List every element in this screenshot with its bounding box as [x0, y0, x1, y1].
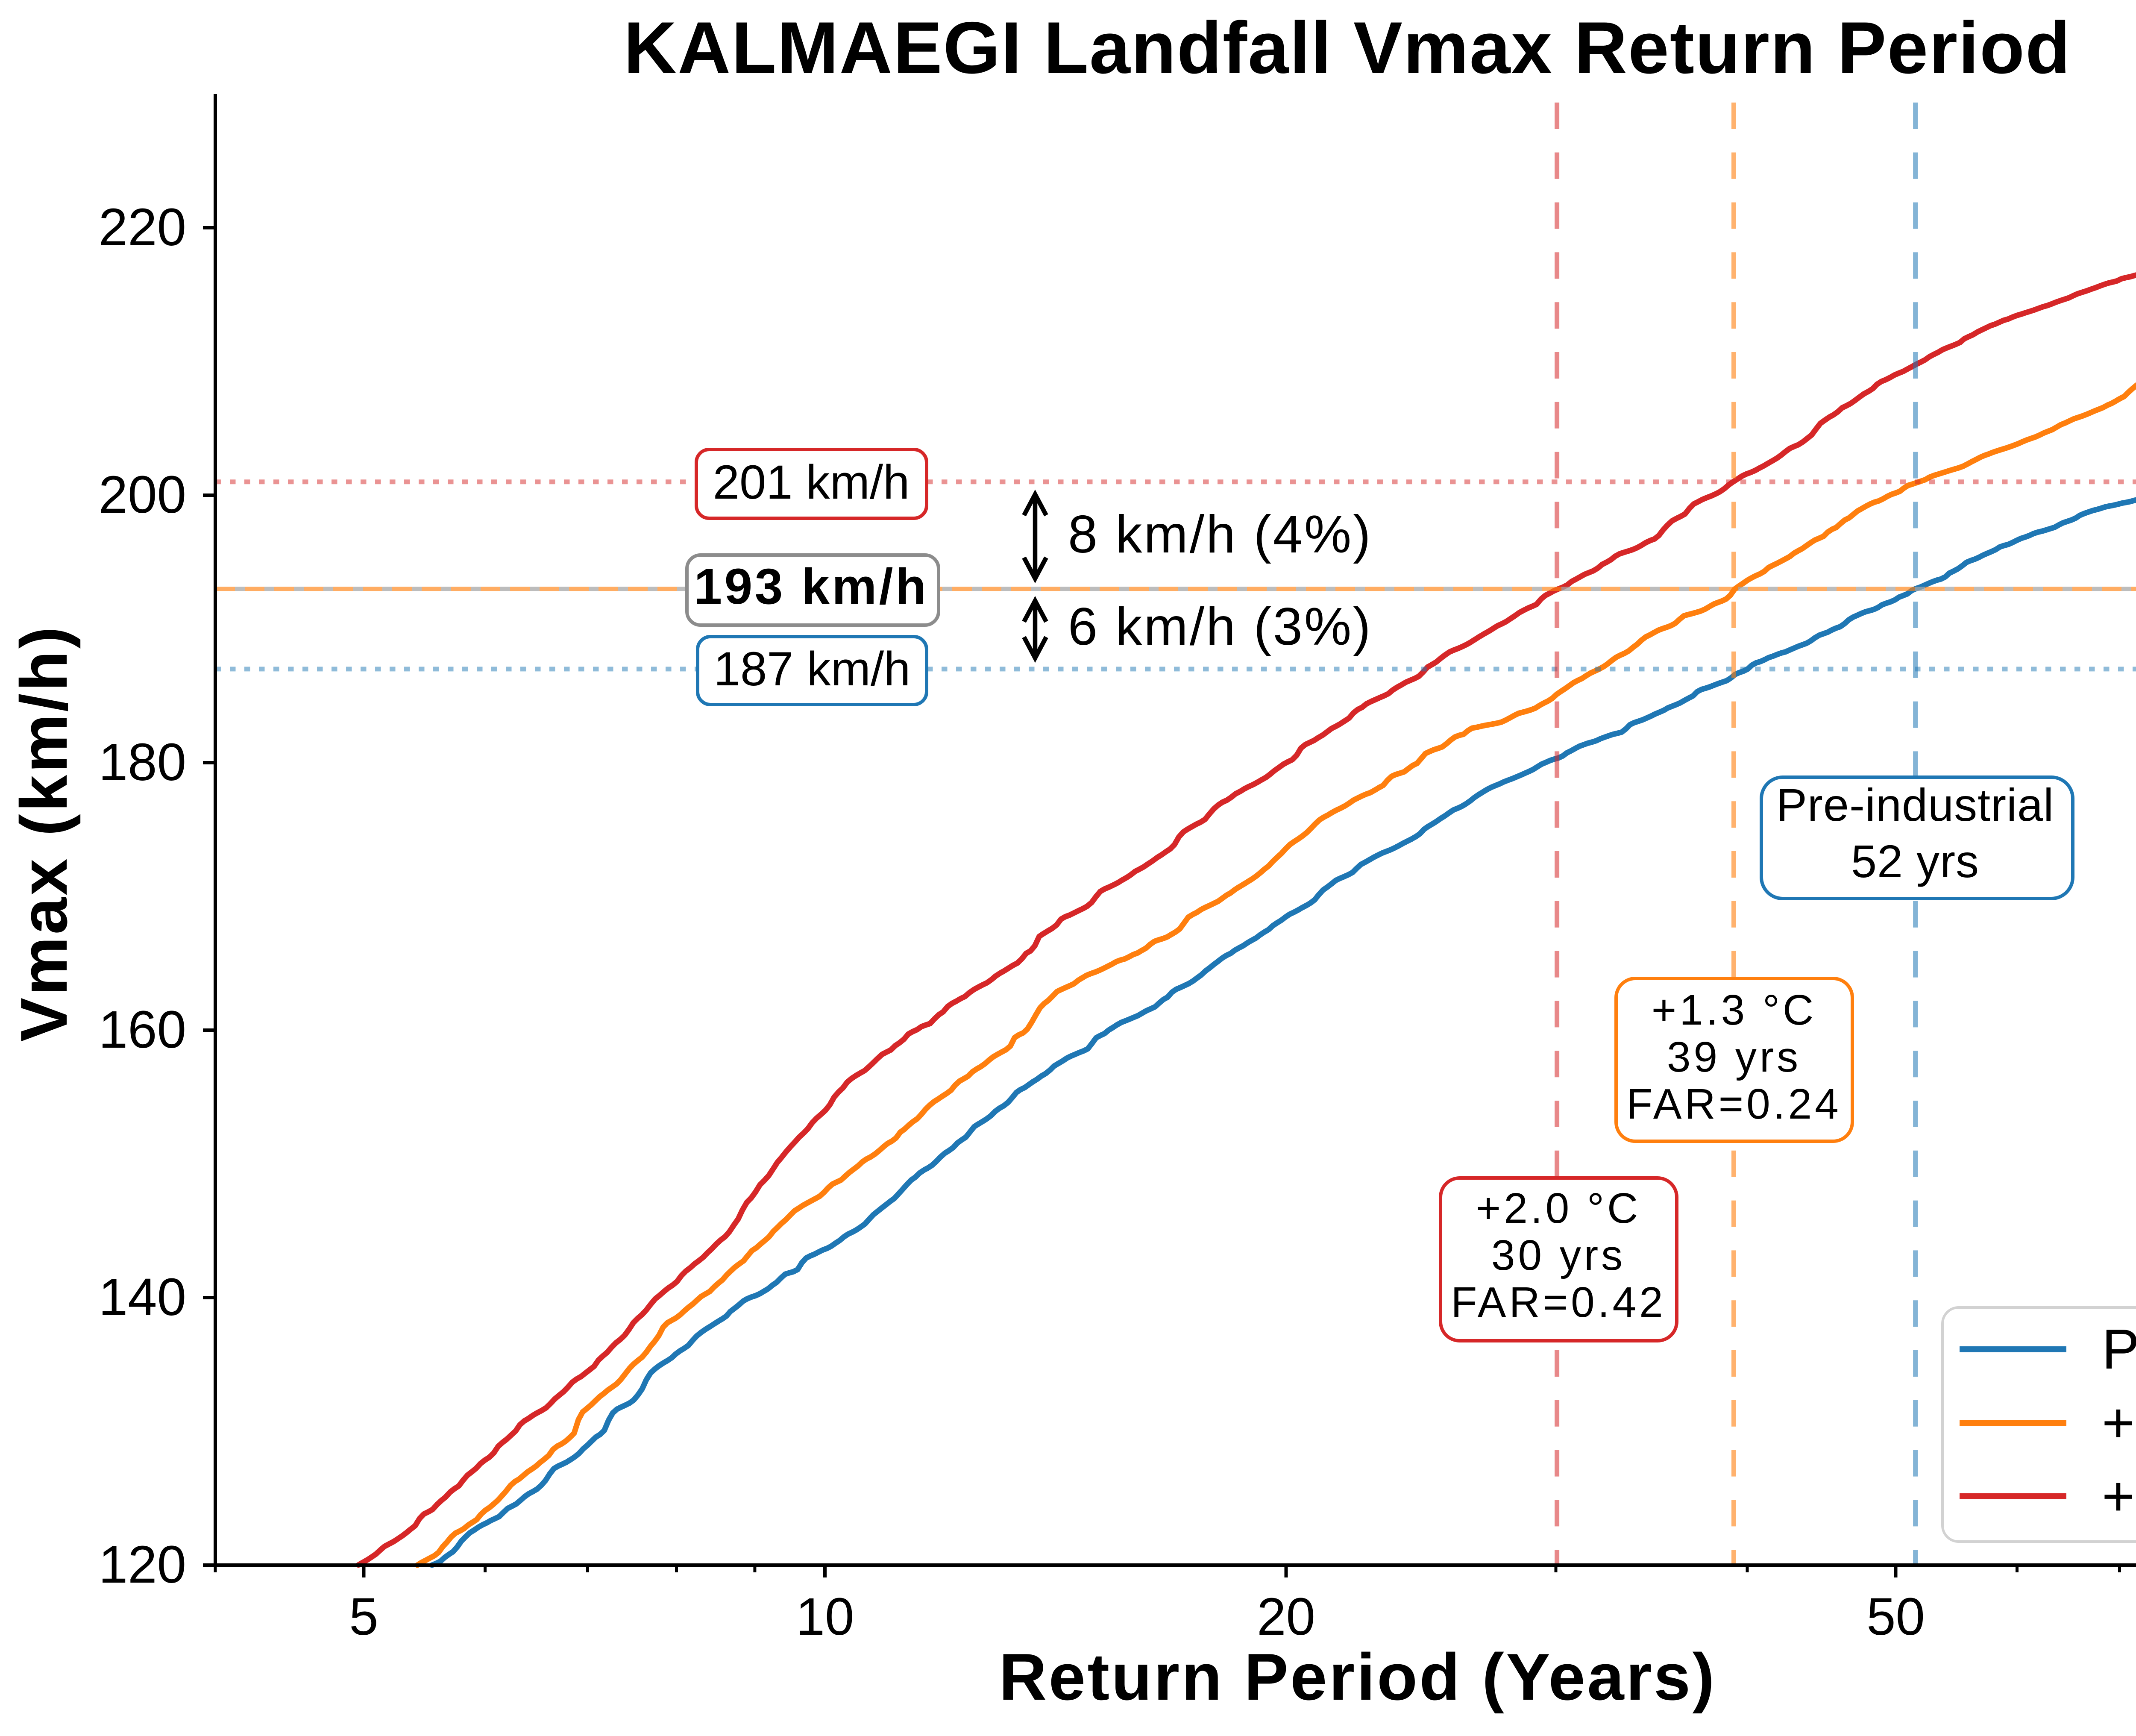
svg-text:180: 180: [99, 733, 186, 792]
svg-text:+2.0 °C: +2.0 °C: [2102, 1465, 2136, 1527]
svg-text:52 yrs: 52 yrs: [1851, 835, 1979, 887]
svg-text:8 km/h (4%): 8 km/h (4%): [1068, 505, 1372, 564]
svg-text:Return Period (Years): Return Period (Years): [999, 1640, 1716, 1714]
svg-text:FAR=0.24: FAR=0.24: [1626, 1080, 1842, 1128]
svg-text:+2.0 °C: +2.0 °C: [1476, 1184, 1641, 1232]
svg-text:193 km/h: 193 km/h: [694, 558, 928, 615]
svg-text:50: 50: [1866, 1588, 1925, 1646]
svg-text:20: 20: [1257, 1588, 1315, 1646]
svg-text:39 yrs: 39 yrs: [1667, 1033, 1801, 1081]
svg-text:140: 140: [99, 1268, 186, 1327]
svg-text:Pre-industrial: Pre-industrial: [1776, 779, 2054, 831]
svg-text:187 km/h: 187 km/h: [714, 642, 911, 696]
svg-text:KALMAEGI Landfall Vmax Return: KALMAEGI Landfall Vmax Return Period: [624, 7, 2071, 89]
svg-text:FAR=0.42: FAR=0.42: [1451, 1278, 1666, 1326]
svg-text:201 km/h: 201 km/h: [713, 455, 910, 509]
svg-text:220: 220: [99, 198, 186, 257]
svg-text:6 km/h (3%): 6 km/h (3%): [1068, 597, 1372, 656]
svg-text:Vmax (km/h): Vmax (km/h): [7, 625, 81, 1042]
svg-text:+1.3 °C: +1.3 °C: [2102, 1391, 2136, 1454]
svg-text:160: 160: [99, 1001, 186, 1059]
svg-text:Pre-industrial: Pre-industrial: [2102, 1318, 2136, 1381]
svg-text:120: 120: [99, 1536, 186, 1594]
svg-text:10: 10: [796, 1588, 854, 1646]
svg-text:200: 200: [99, 466, 186, 524]
svg-text:30 yrs: 30 yrs: [1491, 1231, 1625, 1279]
svg-text:+1.3 °C: +1.3 °C: [1652, 986, 1816, 1034]
svg-text:5: 5: [349, 1588, 378, 1646]
